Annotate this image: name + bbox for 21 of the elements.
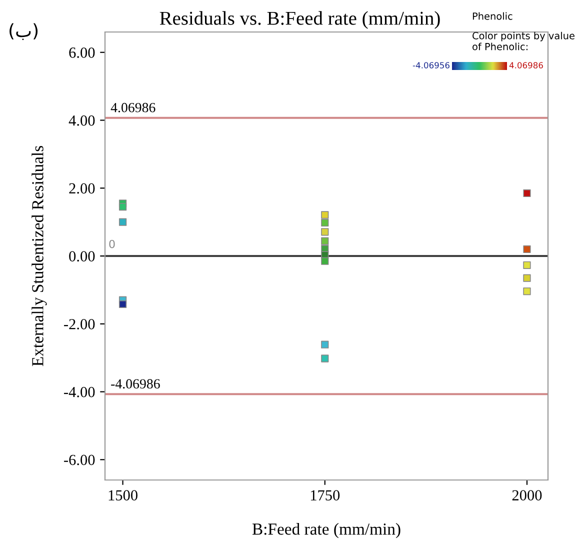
chart-title: Residuals vs. B:Feed rate (mm/min) (160, 11, 440, 29)
text: Phenolic (472, 12, 512, 20)
x-tick-label: 1750 (310, 490, 340, 500)
annotation: Color points by value of Phenolic: (472, 32, 574, 50)
annotation: -4.06956 (412, 62, 450, 68)
y-tick-label: 4.00 (68, 115, 95, 126)
ref-line-label: 4.06986 (110, 102, 156, 112)
x-tick-label: 1500 (108, 490, 138, 500)
x-tick-label: 2000 (512, 490, 542, 500)
ref-line-label: -4.06986 (111, 379, 160, 389)
text: (ب) (10, 23, 38, 40)
annotation: 0 (109, 240, 115, 248)
x-axis-title: B:Feed rate (mm/min) (252, 523, 400, 538)
y-axis-title: Externally Studentized Residuals (32, 146, 47, 366)
y-tick-label: 2.00 (69, 183, 95, 194)
y-tick-label: 6.00 (69, 48, 95, 58)
y-tick-label: 0.00 (69, 251, 95, 262)
y-tick-label: -4.00 (64, 386, 95, 398)
y-tick-label: -2.00 (64, 319, 95, 330)
y-tick-label: -6.00 (64, 454, 95, 466)
annotation: 4.06986 (509, 62, 543, 68)
